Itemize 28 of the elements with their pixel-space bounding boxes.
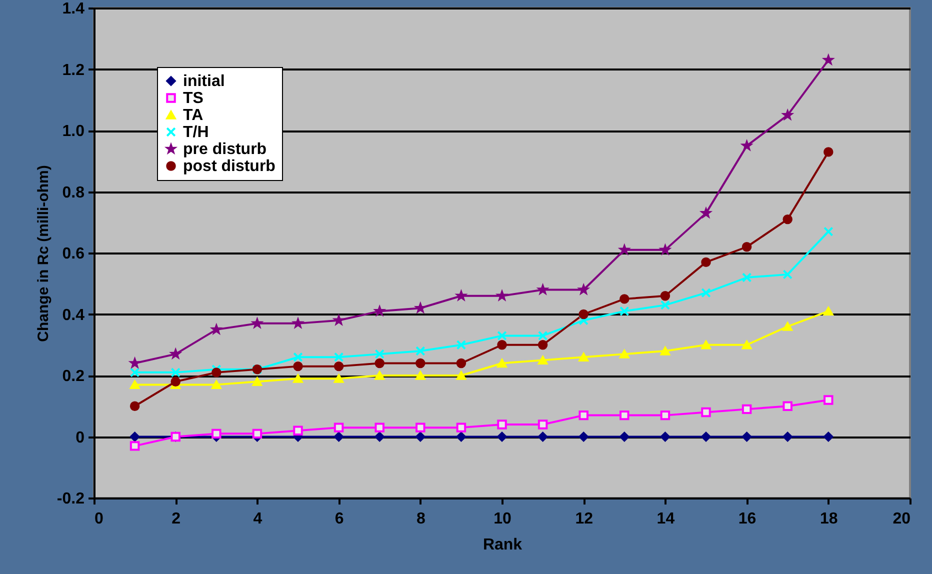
y-tick-label: 0	[76, 429, 85, 446]
y-tick-label: 0.6	[62, 246, 85, 262]
x-tick-label: 6	[334, 510, 344, 528]
x-tick-label: 0	[94, 510, 104, 528]
legend-label: T/H	[183, 124, 209, 141]
x-tick-label: 14	[656, 510, 675, 528]
x-tick-label: 8	[416, 510, 426, 528]
x-tick-label: 18	[820, 510, 838, 528]
x-tick-label: 16	[738, 510, 756, 528]
x-tick-label: 20	[892, 510, 911, 528]
y-tick-label: 1.2	[62, 62, 85, 79]
x-axis-title: Rank	[482, 536, 522, 554]
legend-label: TS	[183, 90, 204, 107]
x-tick-label: 10	[494, 510, 512, 528]
y-tick-label: 1.0	[62, 123, 85, 140]
legend-label: post disturb	[183, 158, 276, 175]
legend-label: initial	[183, 73, 225, 90]
y-tick-label: 1.4	[62, 0, 85, 18]
legend-label: pre disturb	[183, 141, 267, 158]
x-tick-label: 12	[575, 510, 594, 528]
y-tick-label: -0.2	[56, 490, 85, 508]
y-tick-label: 0.4	[62, 306, 85, 324]
legend-label: TA	[183, 107, 204, 124]
y-tick-label: 0.8	[62, 184, 85, 202]
y-axis-title: Change in Rc (milli-ohm)	[34, 165, 52, 342]
y-tick-label: 0.2	[62, 368, 85, 385]
x-tick-label: 4	[253, 510, 262, 528]
x-tick-label: 2	[172, 510, 181, 528]
